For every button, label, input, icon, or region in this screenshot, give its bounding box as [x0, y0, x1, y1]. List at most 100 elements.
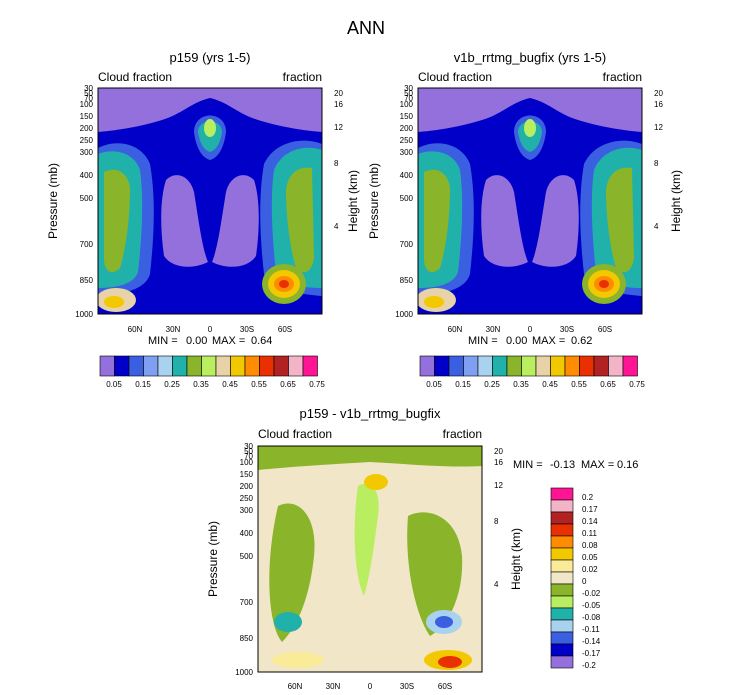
panel-3-pressure-axis: 30 50 70 100 150 200 250 300 400 500 700…	[235, 442, 253, 677]
colorbar-swatch	[288, 355, 304, 377]
colorbar-label: 0.02	[582, 565, 598, 574]
panel-2: v1b_rrtmg_bugfix (yrs 1-5) Cloud fractio…	[367, 50, 683, 389]
pressure-tick: 400	[400, 171, 414, 180]
pressure-tick: 700	[80, 240, 94, 249]
panel-1-title: p159 (yrs 1-5)	[170, 50, 251, 65]
pressure-tick: 50	[84, 89, 93, 98]
colorbar-swatch	[550, 487, 574, 501]
pressure-tick: 200	[400, 124, 414, 133]
panel-3-title: p159 - v1b_rrtmg_bugfix	[300, 406, 441, 421]
pressure-tick: 250	[80, 136, 94, 145]
colorbar-label: 0.11	[582, 529, 598, 538]
colorbar-swatch	[550, 631, 574, 645]
panel-1-colorbar-labels: 0.05 0.15 0.25 0.35 0.45 0.55 0.65 0.75	[106, 380, 325, 389]
lat-tick: 30S	[560, 325, 574, 334]
panel-1-frame	[97, 87, 323, 315]
max-value: 0.62	[571, 335, 592, 347]
colorbar-label: 0.45	[542, 380, 558, 389]
colorbar-swatch	[550, 511, 574, 525]
colorbar-swatch	[550, 535, 574, 549]
colorbar-swatch	[230, 355, 246, 377]
colorbar-swatch	[579, 355, 595, 377]
colorbar-swatch	[550, 655, 574, 669]
panel-3-frame	[257, 445, 483, 673]
colorbar-swatch	[273, 355, 289, 377]
colorbar-label: 0.14	[582, 517, 598, 526]
colorbar-label: 0.2	[582, 493, 594, 502]
pressure-tick: 500	[240, 552, 254, 561]
lat-tick: 30N	[326, 682, 341, 691]
colorbar-swatch	[463, 355, 479, 377]
max-label: MAX =	[581, 459, 614, 471]
colorbar-label: 0.75	[309, 380, 325, 389]
colorbar-swatch	[550, 559, 574, 573]
colorbar-label: 0.25	[164, 380, 180, 389]
lat-tick: 60S	[278, 325, 292, 334]
colorbar-swatch	[550, 595, 574, 609]
colorbar-swatch	[215, 355, 231, 377]
min-value: -0.13	[550, 459, 575, 471]
pressure-tick: 30	[84, 84, 93, 93]
colorbar-swatch	[143, 355, 159, 377]
panel-2-minmax: MIN = 0.00 MAX = 0.62	[468, 335, 592, 347]
pressure-tick: 400	[240, 529, 254, 538]
pressure-tick: 100	[240, 458, 254, 467]
panel-3-ylabel: Pressure (mb)	[206, 521, 220, 597]
pressure-tick: 300	[400, 148, 414, 157]
pressure-tick: 300	[80, 148, 94, 157]
figure-title: ANN	[347, 18, 385, 38]
colorbar-label: 0.35	[193, 380, 209, 389]
colorbar-swatch	[622, 355, 638, 377]
pressure-tick: 50	[244, 447, 253, 456]
panel-1-lat-axis: 60N 30N 0 30S 60S	[128, 325, 292, 334]
colorbar-label: 0.05	[106, 380, 122, 389]
pressure-tick: 70	[84, 94, 93, 103]
min-value: 0.00	[506, 335, 527, 347]
panel-1: p159 (yrs 1-5) Cloud fraction fraction 3…	[46, 50, 360, 389]
colorbar-label: 0.35	[513, 380, 529, 389]
panel-1-contour-field	[98, 88, 322, 314]
panel-2-ylabel-right: Height (km)	[669, 170, 683, 232]
pressure-tick: 1000	[75, 310, 93, 319]
colorbar-swatch	[593, 355, 609, 377]
pressure-tick: 500	[400, 194, 414, 203]
colorbar-label: 0	[582, 577, 587, 586]
height-tick: 20	[334, 89, 343, 98]
colorbar-swatch	[434, 355, 450, 377]
colorbar-label: -0.02	[582, 589, 601, 598]
lat-tick: 30S	[400, 682, 414, 691]
panel-2-title: v1b_rrtmg_bugfix (yrs 1-5)	[454, 50, 606, 65]
panel-1-minmax: MIN = 0.00 MAX = 0.64	[148, 335, 272, 347]
pressure-tick: 400	[80, 171, 94, 180]
height-tick: 12	[654, 123, 663, 132]
panel-1-pressure-axis: 30 50 70 100 150 200 250 300 400 500 700…	[75, 84, 93, 319]
colorbar-swatch	[535, 355, 551, 377]
colorbar-swatch	[564, 355, 580, 377]
lat-tick: 60S	[598, 325, 612, 334]
lat-tick: 30S	[240, 325, 254, 334]
height-tick: 4	[334, 222, 339, 231]
pressure-tick: 250	[240, 494, 254, 503]
height-tick: 16	[334, 100, 343, 109]
lat-tick: 0	[368, 682, 373, 691]
panel-3-lat-axis: 60N 30N 0 30S 60S	[288, 682, 452, 691]
panel-1-height-axis: 20 16 12 8 4	[334, 89, 343, 231]
pressure-tick: 100	[80, 100, 94, 109]
pressure-tick: 70	[404, 94, 413, 103]
pressure-tick: 500	[80, 194, 94, 203]
panel-3-contour-field	[258, 446, 482, 672]
colorbar-label: -0.05	[582, 601, 601, 610]
min-label: MIN =	[513, 459, 543, 471]
colorbar-label: -0.17	[582, 649, 601, 658]
max-label: MAX =	[532, 335, 565, 347]
panel-2-right-label: fraction	[603, 70, 642, 84]
colorbar-label: 0.15	[455, 380, 471, 389]
colorbar-label: 0.45	[222, 380, 238, 389]
colorbar-label: 0.05	[426, 380, 442, 389]
colorbar-swatch	[550, 619, 574, 633]
colorbar-label: 0.55	[251, 380, 267, 389]
pressure-tick: 300	[240, 506, 254, 515]
max-value: 0.16	[617, 459, 638, 471]
colorbar-swatch	[550, 499, 574, 513]
